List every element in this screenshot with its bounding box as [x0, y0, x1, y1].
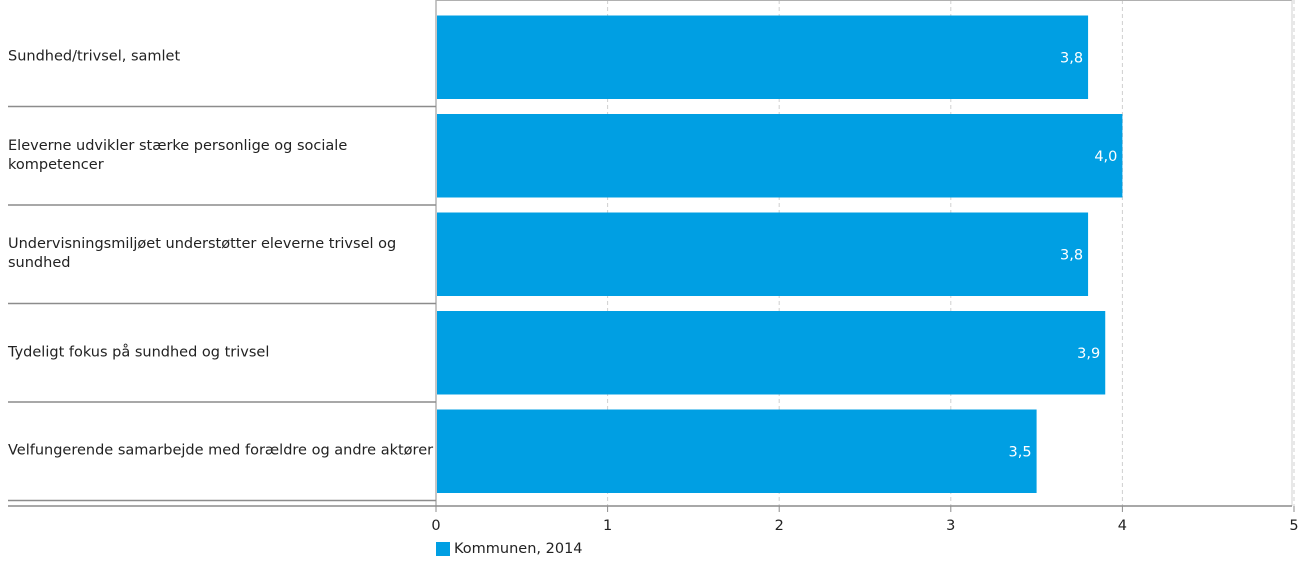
- bar-value-label: 3,8: [1060, 50, 1083, 66]
- bar-value-label: 3,5: [1009, 444, 1032, 460]
- x-tick-label: 5: [1289, 518, 1298, 534]
- category-label: Sundhed/trivsel, samlet: [8, 48, 181, 65]
- category-label: Velfungerende samarbejde med forældre og…: [8, 442, 434, 459]
- bar-2: [437, 114, 1123, 198]
- category-label: Undervisningsmiljøet understøtter elever…: [8, 236, 397, 272]
- x-tick-label: 1: [603, 518, 612, 534]
- x-tick-label: 3: [946, 518, 955, 534]
- axis-layer: 0 1 2 3 4 5: [8, 0, 1299, 534]
- bar-value-label: 3,9: [1077, 346, 1100, 362]
- category-label: Eleverne udvikler stærke personlige og s…: [8, 137, 348, 173]
- legend-swatch: [436, 542, 450, 556]
- bar-1: [437, 15, 1089, 99]
- legend-label: Kommunen, 2014: [454, 541, 583, 557]
- bar-4: [437, 311, 1106, 395]
- category-label: Tydeligt fokus på sundhed og trivsel: [8, 344, 270, 361]
- x-tick-label: 2: [775, 518, 784, 534]
- legend: Kommunen, 2014: [436, 541, 583, 557]
- bar-3: [437, 212, 1089, 296]
- x-tick-label: 4: [1118, 518, 1127, 534]
- bar-value-label: 4,0: [1094, 149, 1117, 165]
- bar-value-label: 3,8: [1060, 247, 1083, 263]
- bar-5: [437, 409, 1037, 493]
- bars-layer: 3,8 4,0 3,8 3,9 3,5: [437, 15, 1123, 493]
- x-tick-label: 0: [431, 518, 440, 534]
